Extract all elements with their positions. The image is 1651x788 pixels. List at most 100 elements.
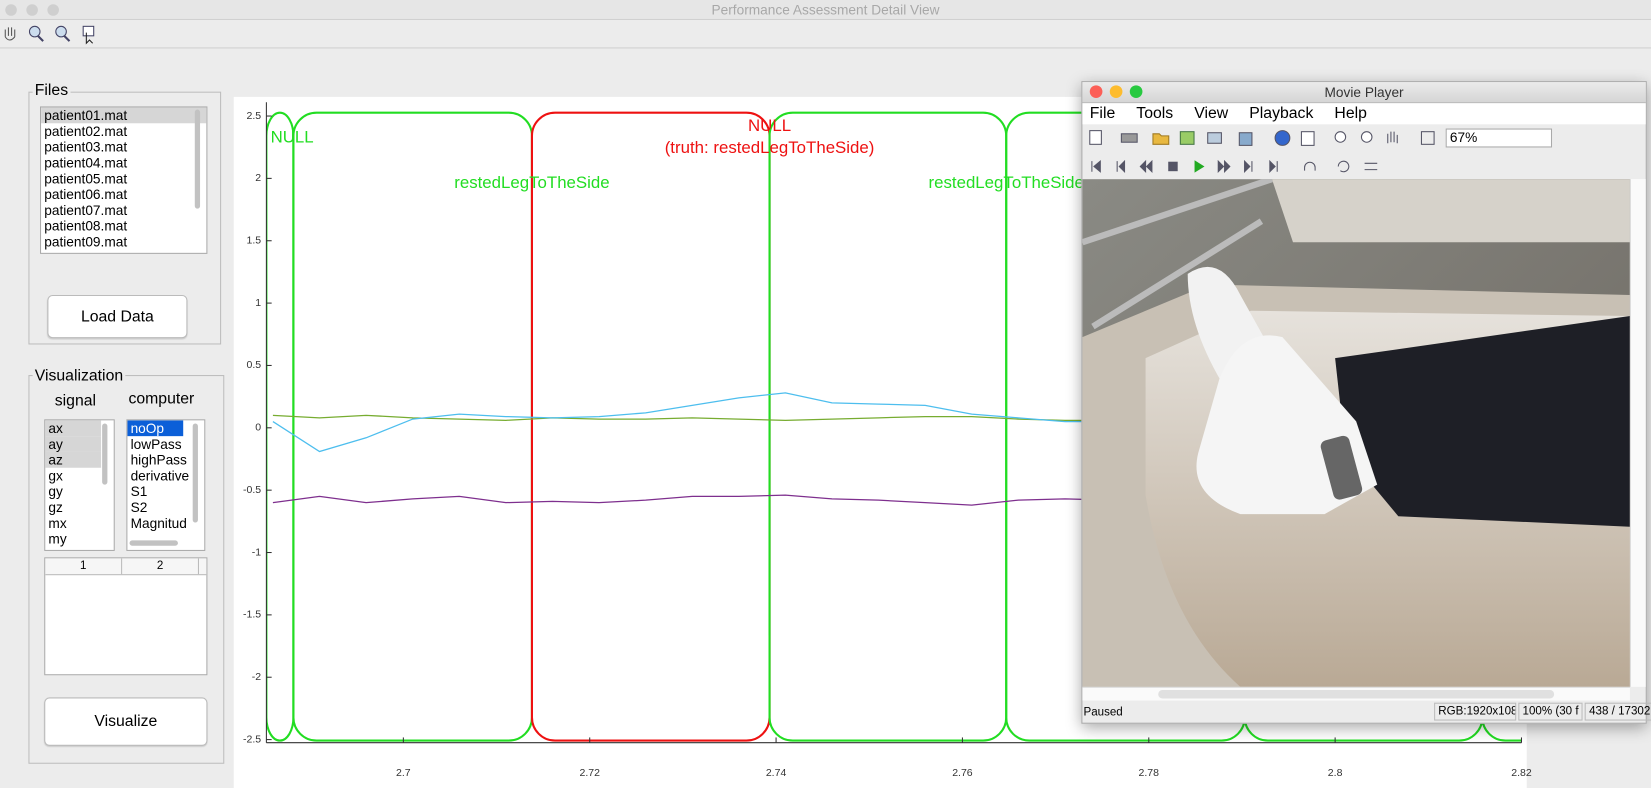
computer-item[interactable]: noOp — [127, 420, 184, 437]
step-back[interactable] — [1116, 159, 1126, 173]
title-bar: Performance Assessment Detail View — [0, 0, 1651, 21]
computer-item[interactable]: Magnitud — [130, 515, 187, 531]
status-info: 438 / 17302 — [1584, 702, 1651, 721]
signal-item[interactable]: ax — [45, 420, 102, 437]
file-item[interactable]: patient08.mat — [44, 218, 128, 234]
h-scrollbar[interactable] — [1082, 686, 1630, 701]
file-item[interactable]: patient06.mat — [44, 186, 128, 203]
signal-item[interactable]: gx — [48, 467, 63, 484]
computer-item[interactable]: S2 — [130, 499, 148, 516]
signal-item[interactable]: ay — [45, 436, 102, 452]
computer-item[interactable]: S1 — [130, 483, 148, 500]
pan-icon[interactable] — [1387, 131, 1398, 144]
info-icon[interactable] — [1274, 130, 1291, 146]
data-cursor-icon[interactable] — [82, 25, 95, 37]
x-tick-label: 2.76 — [952, 767, 973, 779]
menu-item[interactable]: Tools — [1136, 104, 1174, 123]
x-tick-label: 2.72 — [579, 767, 600, 779]
zoom-button[interactable] — [47, 4, 59, 16]
h-scrollbar[interactable] — [129, 540, 178, 546]
first-frame[interactable] — [1091, 160, 1101, 173]
file-item[interactable]: patient09.mat — [44, 233, 128, 250]
segment-truth: (truth: restedLegToTheSide) — [665, 138, 875, 157]
menu-item[interactable]: File — [1089, 104, 1116, 123]
segment-label: restedLegToTheSide — [454, 173, 609, 192]
file-item[interactable]: patient02.mat — [44, 123, 128, 140]
computer-label: computer — [128, 389, 195, 408]
menu-bar: File Tools View Playback Help — [1082, 103, 1646, 125]
zoom-in-icon[interactable] — [28, 25, 41, 38]
close-button[interactable] — [5, 4, 17, 16]
import-icon[interactable] — [1179, 131, 1195, 145]
loop-icon[interactable] — [1337, 160, 1350, 173]
signal-item[interactable]: my — [48, 530, 67, 547]
y-tick-label: -0.5 — [243, 484, 261, 496]
last-frame[interactable] — [1269, 159, 1278, 173]
zoom-field[interactable]: 67% — [1445, 128, 1553, 148]
signal-item[interactable]: gy — [48, 483, 63, 500]
zoom-in-icon[interactable] — [1334, 131, 1347, 143]
zoom-out-handle — [63, 35, 71, 42]
files-list[interactable]: patient01.mat patient02.mat patient03.mat p… — [40, 106, 208, 254]
computer-list[interactable]: noOp lowPass highPass derivative S1 S2 Magnitu… — [126, 419, 206, 551]
signal-item[interactable]: gz — [48, 499, 63, 516]
scrollbar[interactable] — [102, 423, 108, 485]
menu-item[interactable]: Playback — [1249, 104, 1314, 123]
menu-item[interactable]: Help — [1334, 104, 1367, 123]
zoom-out-icon[interactable] — [55, 25, 67, 38]
frame-icon[interactable] — [1300, 131, 1315, 146]
scrollbar[interactable] — [192, 423, 198, 523]
status-bar: Paused RGB:1920x108 100% (30 f 438 / 17302 — [1082, 702, 1651, 722]
properties-icon[interactable] — [1238, 132, 1253, 146]
trousers — [1335, 316, 1630, 527]
column-header[interactable]: 1 — [45, 558, 123, 575]
window-title: Performance Assessment Detail View — [711, 2, 940, 18]
v-scrollbar[interactable] — [1629, 179, 1646, 687]
load-data-button[interactable]: Load Data — [47, 294, 188, 339]
menu-item[interactable]: View — [1194, 104, 1229, 123]
scroll-thumb[interactable] — [1158, 690, 1555, 699]
zoom-out-icon[interactable] — [1360, 131, 1373, 143]
play[interactable] — [1194, 160, 1205, 173]
step-forward[interactable] — [1244, 159, 1253, 173]
minimize-button[interactable] — [26, 4, 38, 16]
movie-player-window: Movie Player File Tools View Playback Help — [1081, 81, 1651, 724]
computer-item[interactable]: derivative — [130, 467, 190, 484]
close-button[interactable] — [1089, 85, 1103, 98]
computer-item[interactable]: lowPass — [130, 436, 182, 452]
export-icon[interactable] — [1207, 132, 1222, 144]
x-tick-label: 2.78 — [1139, 767, 1160, 779]
stop[interactable] — [1168, 161, 1178, 172]
pan-icon[interactable] — [4, 27, 16, 41]
computer-item[interactable]: highPass — [130, 451, 187, 468]
new-icon[interactable] — [1089, 130, 1102, 145]
open-icon[interactable] — [1152, 133, 1170, 145]
y-tick-label: -2.5 — [243, 733, 261, 745]
zoom-button[interactable] — [1129, 85, 1143, 98]
file-item[interactable]: patient05.mat — [44, 170, 128, 187]
minimize-button[interactable] — [1109, 85, 1123, 98]
files-panel — [28, 91, 222, 345]
files-title: Files — [32, 81, 71, 100]
column-header[interactable]: 2 — [122, 558, 200, 575]
rewind[interactable] — [1139, 159, 1153, 173]
scrollbar[interactable] — [194, 109, 201, 209]
visualize-button[interactable]: Visualize — [44, 697, 208, 746]
reverse-icon[interactable] — [1364, 162, 1378, 171]
file-item[interactable]: patient04.mat — [44, 154, 128, 171]
print-icon[interactable] — [1120, 133, 1138, 143]
x-tick-label: 2.74 — [766, 767, 787, 779]
jump-icon[interactable] — [1304, 161, 1316, 171]
signal-item[interactable]: mx — [48, 515, 67, 531]
file-item[interactable]: patient03.mat — [44, 139, 128, 155]
fast-forward[interactable] — [1217, 159, 1231, 173]
file-item[interactable]: patient01.mat — [41, 107, 207, 124]
upper-bed — [1271, 179, 1630, 243]
signal-item[interactable]: az — [45, 451, 102, 468]
y-tick-label: 1 — [255, 297, 261, 309]
y-tick-label: 2 — [255, 172, 261, 184]
file-item[interactable]: patient07.mat — [44, 202, 128, 219]
fit-icon[interactable] — [1420, 131, 1435, 145]
